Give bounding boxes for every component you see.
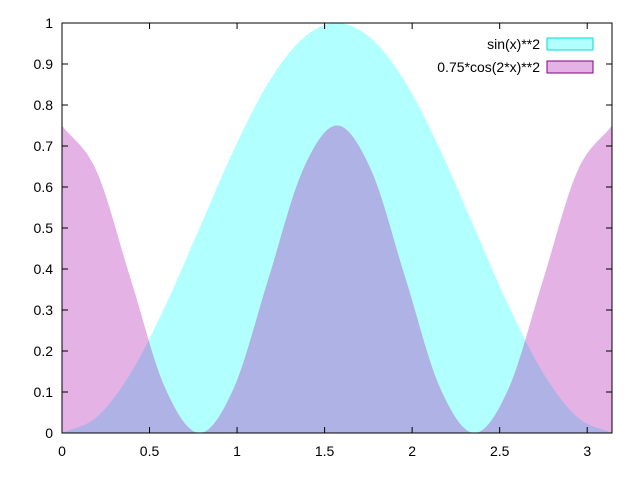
x-tick-label: 2 bbox=[408, 443, 416, 459]
y-axis: 0 0.1 0.2 0.3 0.4 0.5 0.6 0.7 0.8 0.9 1 bbox=[34, 15, 612, 441]
legend-label: 0.75*cos(2*x)**2 bbox=[437, 59, 540, 75]
area-series-group bbox=[62, 23, 612, 433]
y-tick-label: 0.4 bbox=[34, 261, 54, 277]
x-tick-label: 0 bbox=[58, 443, 66, 459]
y-tick-label: 0.9 bbox=[34, 56, 54, 72]
x-axis: 0 0.5 1 1.5 2 2.5 3 bbox=[58, 23, 591, 459]
legend-label: sin(x)**2 bbox=[487, 36, 540, 52]
y-tick-label: 0.5 bbox=[34, 220, 54, 236]
legend: sin(x)**2 0.75*cos(2*x)**2 bbox=[437, 36, 594, 75]
x-tick-label: 0.5 bbox=[140, 443, 160, 459]
y-tick-label: 0.1 bbox=[34, 384, 54, 400]
y-tick-label: 0 bbox=[45, 425, 53, 441]
x-tick-label: 1 bbox=[233, 443, 241, 459]
x-tick-label: 3 bbox=[583, 443, 591, 459]
area-series-1 bbox=[62, 23, 612, 433]
y-tick-label: 0.6 bbox=[34, 179, 54, 195]
x-tick-label: 1.5 bbox=[315, 443, 335, 459]
legend-swatch bbox=[546, 60, 594, 74]
y-tick-label: 1 bbox=[45, 15, 53, 31]
y-tick-label: 0.2 bbox=[34, 343, 54, 359]
area-series-2 bbox=[62, 125, 612, 433]
legend-swatch bbox=[546, 37, 594, 51]
y-tick-label: 0.3 bbox=[34, 302, 54, 318]
y-tick-label: 0.8 bbox=[34, 97, 54, 113]
y-tick-label: 0.7 bbox=[34, 138, 54, 154]
x-tick-label: 2.5 bbox=[490, 443, 510, 459]
